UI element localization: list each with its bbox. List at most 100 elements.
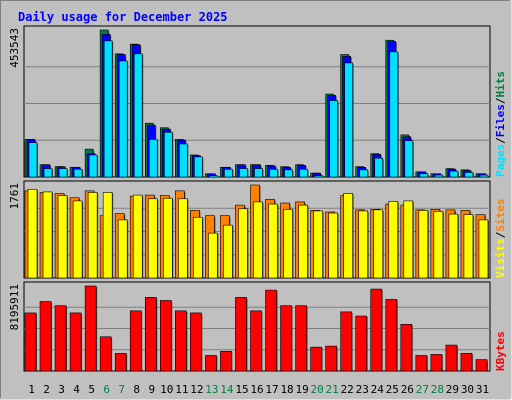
bar-visits-day-6	[102, 192, 113, 279]
legend-separator: /	[494, 231, 507, 238]
bar-kbytes-day-5	[84, 285, 97, 372]
x-tick-label: 1	[28, 383, 35, 396]
panel-kbytes: 8195911 KBytes	[8, 281, 507, 372]
bar-pages-day-30	[464, 172, 474, 178]
x-tick-label: 3	[58, 383, 65, 396]
bar-pages-day-9	[148, 139, 158, 178]
bar-visits-day-25	[388, 201, 399, 279]
bar-visits-day-31	[478, 219, 489, 279]
bar-kbytes-day-3	[54, 305, 67, 372]
x-tick-label: 12	[190, 383, 203, 396]
x-tick-label: 22	[341, 383, 354, 396]
x-tick-label: 18	[280, 383, 293, 396]
bar-pages-day-14	[224, 168, 233, 178]
legend-visits: Visits	[494, 238, 507, 278]
bar-pages-day-22	[344, 62, 353, 178]
bar-visits-day-22	[343, 193, 353, 279]
bar-kbytes-day-30	[460, 353, 473, 372]
bar-pages-day-24	[374, 157, 384, 178]
bar-kbytes-day-26	[400, 324, 413, 372]
bar-pages-day-16	[254, 168, 263, 178]
x-tick-label: 6	[103, 383, 110, 396]
bar-visits-day-5	[87, 192, 98, 279]
x-tick-label: 10	[160, 383, 173, 396]
bar-kbytes-day-8	[129, 310, 142, 372]
bar-visits-day-15	[238, 208, 248, 279]
bar-pages-day-17	[269, 168, 278, 178]
bar-visits-day-1	[27, 188, 38, 279]
legend-hits: Hits	[494, 71, 507, 98]
x-tick-label: 5	[88, 383, 95, 396]
bar-kbytes-day-4	[69, 312, 82, 372]
x-tick-label: 15	[235, 383, 248, 396]
bar-pages-day-21	[329, 100, 338, 178]
bar-kbytes-day-18	[280, 305, 292, 372]
x-tick-label: 21	[326, 383, 339, 396]
x-tick-label: 28	[431, 383, 444, 396]
bar-visits-day-29	[448, 213, 459, 279]
bar-pages-day-10	[163, 131, 173, 178]
x-tick-label: 9	[148, 383, 155, 396]
bar-kbytes-day-1	[24, 312, 37, 372]
bar-visits-day-18	[283, 209, 293, 279]
legend-sites: Sites	[494, 199, 507, 232]
bar-pages-day-27	[419, 173, 429, 178]
bar-visits-day-8	[132, 194, 143, 279]
x-tick-label: 24	[371, 383, 385, 396]
bar-pages-day-15	[239, 168, 248, 178]
bar-pages-day-4	[73, 168, 83, 178]
x-tick-label: 29	[446, 383, 459, 396]
bar-kbytes-day-21	[325, 345, 337, 372]
y-max-label: 453543	[8, 28, 21, 68]
bar-pages-day-8	[133, 53, 143, 178]
bar-visits-day-12	[193, 216, 203, 279]
bar-pages-day-1	[28, 142, 38, 178]
bar-pages-day-3	[58, 168, 68, 178]
bar-kbytes-day-16	[250, 310, 262, 372]
x-tick-label: 13	[205, 383, 218, 396]
bar-kbytes-day-13	[205, 355, 217, 372]
bar-pages-day-12	[194, 156, 203, 178]
bar-visits-day-9	[147, 198, 158, 279]
bar-pages-day-31	[479, 174, 489, 178]
bar-kbytes-day-2	[39, 301, 52, 372]
bar-visits-day-30	[463, 214, 474, 279]
x-tick-label: 8	[133, 383, 140, 396]
bar-kbytes-day-7	[114, 353, 127, 372]
bar-visits-day-7	[117, 219, 128, 279]
legend-separator: /	[494, 97, 507, 104]
x-tick-label: 16	[250, 383, 263, 396]
bar-pages-day-23	[359, 169, 369, 178]
bar-pages-day-13	[209, 175, 218, 178]
bar-pages-day-5	[88, 154, 98, 178]
bar-visits-day-26	[403, 200, 414, 279]
legend-kbytes: KBytes	[494, 331, 507, 371]
bar-pages-day-2	[43, 168, 53, 178]
x-tick-label: 20	[311, 383, 324, 396]
chart-title: Daily usage for December 2025	[18, 10, 228, 24]
y-max-label: 1761	[8, 183, 21, 210]
x-tick-label: 17	[265, 383, 278, 396]
x-tick-label: 7	[118, 383, 125, 396]
x-tick-label: 2	[43, 383, 50, 396]
bar-visits-day-16	[253, 201, 263, 279]
legend-separator: /	[494, 137, 507, 144]
bar-pages-day-26	[404, 140, 414, 178]
bar-pages-day-11	[179, 143, 188, 178]
legend-hits-files-pages: Pages/Files/Hits	[494, 71, 507, 177]
bar-pages-day-28	[434, 174, 444, 178]
bar-kbytes-day-28	[430, 354, 443, 372]
bar-kbytes-day-23	[355, 315, 368, 372]
panel-sites-visits: 1761 Visits/Sites	[8, 180, 507, 279]
bar-visits-day-14	[223, 224, 233, 279]
bar-pages-day-19	[299, 168, 308, 178]
bar-kbytes-day-25	[385, 299, 398, 372]
bar-kbytes-day-19	[295, 305, 307, 372]
x-tick-label: 25	[386, 383, 399, 396]
bar-kbytes-day-24	[370, 288, 383, 372]
bar-kbytes-day-6	[99, 336, 112, 372]
bar-visits-day-23	[358, 210, 369, 279]
bar-visits-day-17	[268, 203, 278, 279]
